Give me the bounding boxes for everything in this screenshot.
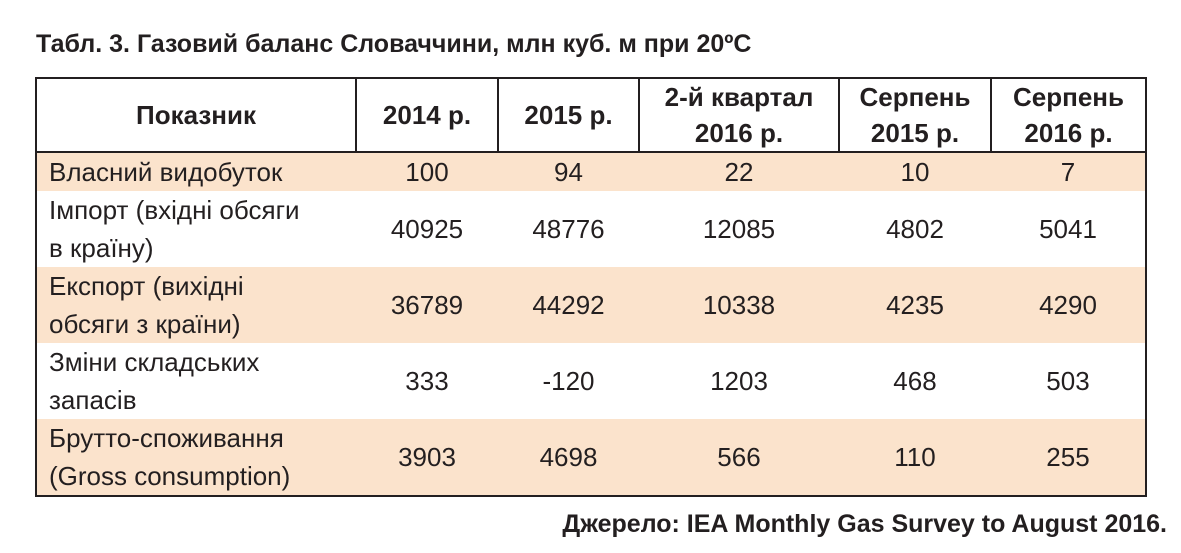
value-cell: 333: [405, 366, 449, 396]
header-cell: 2014 р.: [355, 77, 499, 153]
row-label: Власний видобуток: [36, 152, 356, 191]
value-cell: 100: [356, 152, 498, 191]
value-cell: 12085: [702, 214, 776, 244]
table-body: Власний видобуток 100 94 22 10 7 Імпорт (вхідн…: [36, 152, 1146, 496]
row-label: Зміни складських запасів: [49, 347, 260, 415]
gas-balance-table: Показник 2014 р. 2015 р. 2-й квартал 2016 р…: [35, 77, 1147, 497]
value-cell: 1203: [710, 366, 768, 396]
value-cell: 3903: [356, 419, 498, 496]
table-row: Брутто-споживання (Gross consumption) 390…: [36, 419, 1146, 496]
table-title: Табл. 3. Газовий баланс Словаччини, млн …: [36, 30, 752, 58]
header-cell: 2-й квартал 2016 р.: [638, 77, 840, 153]
value-cell: 40925: [390, 214, 464, 244]
value-cell: 10: [839, 152, 991, 191]
value-cell: 5041: [1039, 214, 1097, 244]
value-cell: 4698: [498, 419, 639, 496]
value-cell: 44292: [498, 267, 639, 343]
value-cell: 94: [498, 152, 639, 191]
value-cell: 36789: [356, 267, 498, 343]
header-cell: Показник: [35, 77, 357, 153]
value-cell: 48776: [532, 214, 605, 244]
value-cell: 4290: [991, 267, 1146, 343]
value-cell: 255: [991, 419, 1146, 496]
value-cell: 7: [991, 152, 1146, 191]
source-note: Джерело: IEA Monthly Gas Survey to Augus…: [562, 510, 1167, 538]
value-cell: 468: [893, 366, 937, 396]
header-cell: Серпень 2015 р.: [838, 77, 992, 153]
value-cell: -120: [542, 366, 595, 396]
value-cell: 4235: [839, 267, 991, 343]
header-cell: Серпень 2016 р.: [990, 77, 1147, 153]
table-row: Експорт (вихідні обсяги з країни) 36789 44…: [36, 267, 1146, 343]
value-cell: 22: [639, 152, 839, 191]
table-row: Імпорт (вхідні обсяги в країну) 40925 4877…: [36, 191, 1146, 267]
value-cell: 566: [639, 419, 839, 496]
value-cell: 110: [839, 419, 991, 496]
row-label: Експорт (вихідні обсяги з країни): [36, 267, 356, 343]
table-row: Зміни складських запасів 333 -120 1203 468 50…: [36, 343, 1146, 419]
row-label: Імпорт (вхідні обсяги в країну): [49, 195, 300, 263]
value-cell: 503: [1046, 366, 1090, 396]
header-cell: 2015 р.: [497, 77, 640, 153]
value-cell: 10338: [639, 267, 839, 343]
header-row: Показник 2014 р. 2015 р. 2-й квартал 2016 р…: [35, 77, 1147, 153]
row-label: Брутто-споживання (Gross consumption): [36, 419, 356, 496]
value-cell: 4802: [886, 214, 944, 244]
table-row: Власний видобуток 100 94 22 10 7: [36, 152, 1146, 191]
